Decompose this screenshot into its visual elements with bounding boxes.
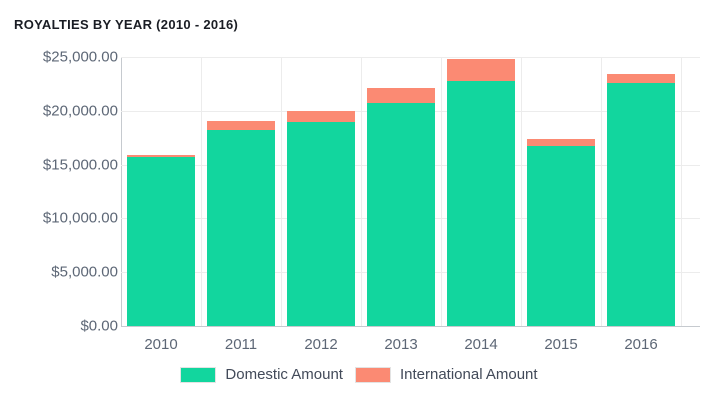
y-tick-label-20000: $20,000.00 bbox=[42, 102, 118, 120]
bar-2016[interactable] bbox=[607, 73, 675, 326]
y-tick-label-10000: $10,000.00 bbox=[42, 209, 118, 227]
y-tick-label-25000: $25,000.00 bbox=[42, 48, 118, 66]
plot-area bbox=[121, 57, 700, 326]
bar-2011-international-amount[interactable] bbox=[207, 121, 275, 130]
bar-2015-domestic-amount[interactable] bbox=[527, 146, 595, 326]
gridline-x-5 bbox=[521, 57, 522, 326]
bar-2013-international-amount[interactable] bbox=[367, 87, 435, 103]
gridline-x-6 bbox=[601, 57, 602, 326]
x-tick-label-2012: 2012 bbox=[304, 336, 338, 353]
gridline-x-4 bbox=[441, 57, 442, 326]
legend: Domestic Amount International Amount bbox=[0, 366, 718, 383]
bar-2011-domestic-amount[interactable] bbox=[207, 129, 275, 326]
x-tick-label-2011: 2011 bbox=[224, 336, 258, 353]
bar-2014[interactable] bbox=[447, 59, 515, 326]
gridline-x-1 bbox=[201, 57, 202, 326]
bar-2010-international-amount[interactable] bbox=[127, 155, 195, 158]
legend-item-international-amount[interactable]: International Amount bbox=[354, 366, 538, 383]
legend-swatch-domestic-amount bbox=[180, 366, 217, 383]
x-tick-label-2013: 2013 bbox=[384, 336, 418, 353]
bar-2010-domestic-amount[interactable] bbox=[127, 157, 195, 326]
legend-swatch-international-amount bbox=[354, 366, 391, 383]
y-tick-label-5000: $5,000.00 bbox=[51, 263, 118, 281]
legend-item-domestic-amount[interactable]: Domestic Amount bbox=[180, 366, 343, 383]
x-tick-label-2015: 2015 bbox=[544, 336, 578, 353]
legend-label-domestic-amount: Domestic Amount bbox=[225, 366, 343, 383]
bar-2012-international-amount[interactable] bbox=[287, 110, 355, 123]
bar-2010[interactable] bbox=[127, 155, 195, 326]
gridline-x-7 bbox=[681, 57, 682, 326]
bar-2015[interactable] bbox=[527, 139, 595, 326]
chart-title: ROYALTIES BY YEAR (2010 - 2016) bbox=[14, 17, 239, 32]
bar-2016-international-amount[interactable] bbox=[607, 73, 675, 83]
gridline-x-3 bbox=[361, 57, 362, 326]
x-axis-line bbox=[121, 326, 700, 327]
bar-2014-international-amount[interactable] bbox=[447, 59, 515, 81]
bar-2012-domestic-amount[interactable] bbox=[287, 122, 355, 326]
bar-2015-international-amount[interactable] bbox=[527, 139, 595, 147]
y-axis-line bbox=[121, 57, 122, 326]
x-tick-label-2016: 2016 bbox=[624, 336, 658, 353]
x-tick-label-2010: 2010 bbox=[144, 336, 178, 353]
bar-2013[interactable] bbox=[367, 87, 435, 326]
gridline-x-2 bbox=[281, 57, 282, 326]
bar-2012[interactable] bbox=[287, 110, 355, 326]
legend-label-international-amount: International Amount bbox=[399, 366, 538, 383]
bar-2014-domestic-amount[interactable] bbox=[447, 80, 515, 326]
y-tick-label-0: $0.00 bbox=[80, 317, 118, 335]
gridline-y-25000 bbox=[121, 57, 700, 58]
x-tick-label-2014: 2014 bbox=[464, 336, 498, 353]
bar-2016-domestic-amount[interactable] bbox=[607, 82, 675, 326]
y-tick-label-15000: $15,000.00 bbox=[42, 156, 118, 174]
bar-2013-domestic-amount[interactable] bbox=[367, 102, 435, 326]
bar-2011[interactable] bbox=[207, 121, 275, 326]
